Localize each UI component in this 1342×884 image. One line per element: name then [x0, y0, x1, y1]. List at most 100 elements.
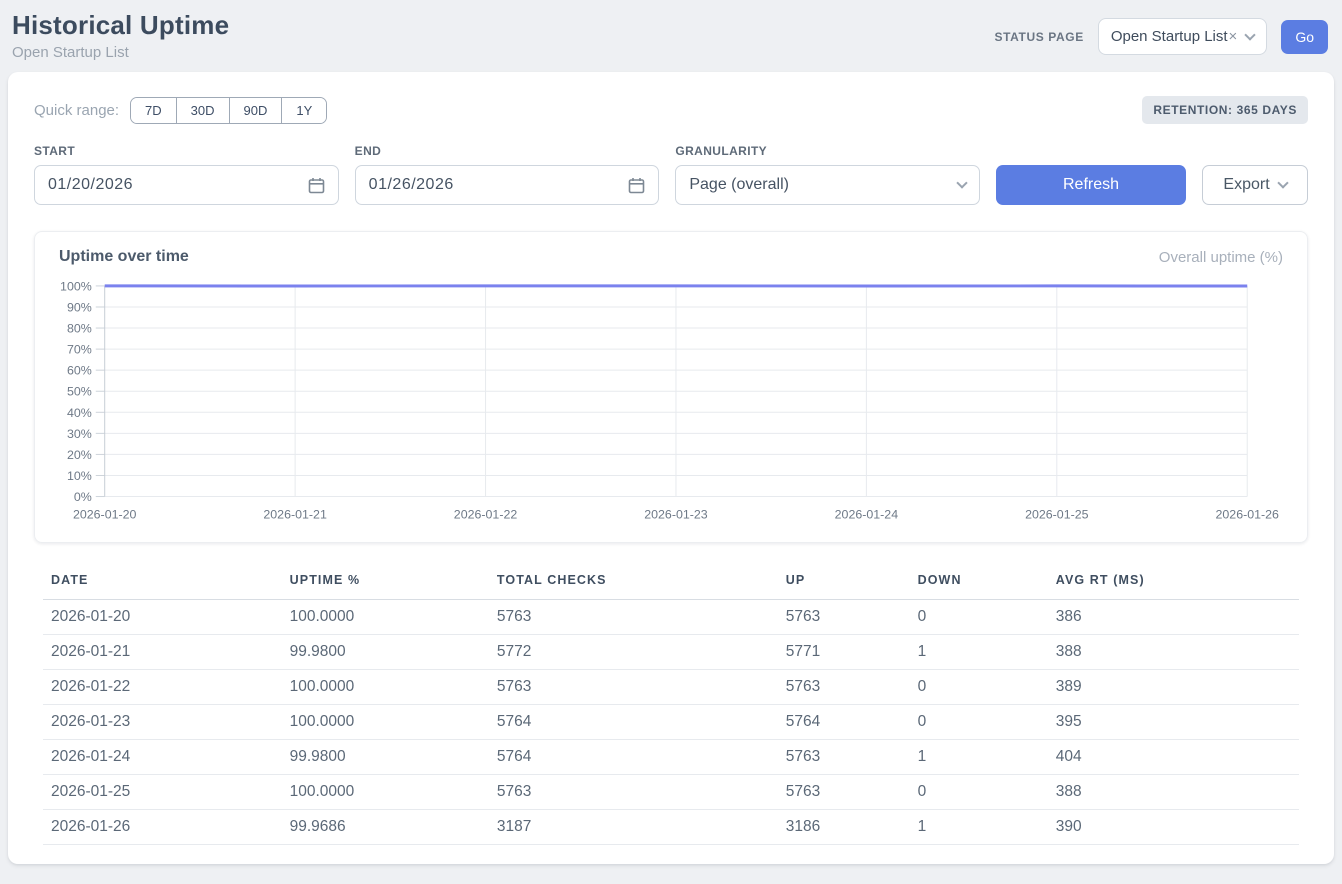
table-cell: 5772 [489, 635, 778, 670]
svg-text:100%: 100% [60, 279, 92, 293]
svg-text:0%: 0% [74, 490, 92, 504]
table-cell: 388 [1048, 775, 1299, 810]
table-row: 2026-01-23100.0000576457640395 [43, 705, 1299, 740]
start-date-value: 01/20/2026 [48, 176, 133, 194]
granularity-selected-value: Page (overall) [689, 176, 789, 194]
chart-title: Uptime over time [59, 248, 189, 266]
table-cell: 388 [1048, 635, 1299, 670]
column-header-down: DOWN [910, 567, 1048, 600]
table-cell: 2026-01-23 [43, 705, 282, 740]
table-row: 2026-01-2499.9800576457631404 [43, 740, 1299, 775]
start-label: START [34, 144, 339, 158]
table-cell: 2026-01-21 [43, 635, 282, 670]
table-header-row: DATEUPTIME %TOTAL CHECKSUPDOWNAVG RT (MS… [43, 567, 1299, 600]
table-row: 2026-01-22100.0000576357630389 [43, 670, 1299, 705]
export-button-label: Export [1223, 176, 1269, 194]
svg-text:2026-01-24: 2026-01-24 [835, 507, 899, 521]
column-header-uptime: UPTIME % [282, 567, 489, 600]
table-cell: 5763 [489, 600, 778, 635]
svg-text:2026-01-22: 2026-01-22 [454, 507, 518, 521]
table-cell: 395 [1048, 705, 1299, 740]
start-date-input[interactable]: 01/20/2026 [34, 165, 339, 205]
table-row: 2026-01-25100.0000576357630388 [43, 775, 1299, 810]
table-cell: 1 [910, 635, 1048, 670]
column-header-up: UP [778, 567, 910, 600]
quick-range-30d-button[interactable]: 30D [176, 98, 229, 123]
table-cell: 100.0000 [282, 705, 489, 740]
chevron-down-icon [1245, 29, 1256, 40]
svg-text:2026-01-23: 2026-01-23 [644, 507, 708, 521]
chart-legend: Overall uptime (%) [1159, 249, 1283, 266]
clear-selection-icon[interactable]: × [1229, 28, 1238, 45]
table-cell: 5771 [778, 635, 910, 670]
svg-text:2026-01-26: 2026-01-26 [1215, 507, 1279, 521]
svg-text:10%: 10% [67, 469, 92, 483]
end-date-input[interactable]: 01/26/2026 [355, 165, 660, 205]
svg-text:70%: 70% [67, 343, 92, 357]
column-header-total-checks: TOTAL CHECKS [489, 567, 778, 600]
quick-range-90d-button[interactable]: 90D [229, 98, 282, 123]
table-cell: 5763 [778, 600, 910, 635]
table-cell: 99.9800 [282, 740, 489, 775]
table-cell: 5764 [489, 705, 778, 740]
svg-text:90%: 90% [67, 300, 92, 314]
table-cell: 3186 [778, 810, 910, 845]
table-cell: 1 [910, 740, 1048, 775]
uptime-table-wrap: DATEUPTIME %TOTAL CHECKSUPDOWNAVG RT (MS… [34, 567, 1308, 845]
table-cell: 2026-01-25 [43, 775, 282, 810]
table-cell: 0 [910, 775, 1048, 810]
svg-text:20%: 20% [67, 448, 92, 462]
table-cell: 99.9800 [282, 635, 489, 670]
quick-range-label: Quick range: [34, 102, 119, 119]
status-page-select[interactable]: Open Startup List × [1098, 18, 1268, 55]
go-button[interactable]: Go [1281, 20, 1328, 54]
end-date-field: END 01/26/2026 [355, 144, 660, 205]
table-cell: 390 [1048, 810, 1299, 845]
chart-header: Uptime over time Overall uptime (%) [59, 248, 1283, 266]
table-cell: 2026-01-20 [43, 600, 282, 635]
table-cell: 2026-01-26 [43, 810, 282, 845]
table-cell: 5763 [489, 775, 778, 810]
table-row: 2026-01-2199.9800577257711388 [43, 635, 1299, 670]
page-header: Historical Uptime Open Startup List STAT… [0, 0, 1342, 72]
calendar-icon [628, 177, 645, 194]
granularity-select[interactable]: Page (overall) [675, 165, 980, 205]
quick-range: Quick range: 7D30D90D1Y [34, 97, 327, 124]
table-cell: 99.9686 [282, 810, 489, 845]
svg-text:50%: 50% [67, 385, 92, 399]
quick-range-row: Quick range: 7D30D90D1Y RETENTION: 365 D… [34, 96, 1308, 124]
table-cell: 3187 [489, 810, 778, 845]
granularity-label: GRANULARITY [675, 144, 980, 158]
end-label: END [355, 144, 660, 158]
status-page-selected-value: Open Startup List [1111, 28, 1228, 45]
table-cell: 5763 [778, 670, 910, 705]
column-header-avg-rt-ms: AVG RT (MS) [1048, 567, 1299, 600]
table-row: 2026-01-20100.0000576357630386 [43, 600, 1299, 635]
granularity-field: GRANULARITY Page (overall) [675, 144, 980, 205]
table-cell: 389 [1048, 670, 1299, 705]
export-button[interactable]: Export [1202, 165, 1308, 205]
svg-text:2026-01-25: 2026-01-25 [1025, 507, 1089, 521]
table-cell: 1 [910, 810, 1048, 845]
chart-card: Uptime over time Overall uptime (%) 100%… [34, 231, 1308, 543]
refresh-button[interactable]: Refresh [996, 165, 1186, 205]
table-cell: 5763 [489, 670, 778, 705]
quick-range-7d-button[interactable]: 7D [131, 98, 176, 123]
table-cell: 5763 [778, 740, 910, 775]
svg-text:2026-01-21: 2026-01-21 [263, 507, 327, 521]
quick-range-1y-button[interactable]: 1Y [281, 98, 326, 123]
quick-range-group: 7D30D90D1Y [130, 97, 327, 124]
table-cell: 2026-01-22 [43, 670, 282, 705]
chevron-down-icon [956, 177, 967, 188]
column-header-date: DATE [43, 567, 282, 600]
start-date-field: START 01/20/2026 [34, 144, 339, 205]
table-cell: 5764 [778, 705, 910, 740]
svg-text:80%: 80% [67, 322, 92, 336]
table-cell: 5764 [489, 740, 778, 775]
status-page-label: STATUS PAGE [995, 30, 1084, 44]
table-cell: 0 [910, 670, 1048, 705]
table-cell: 2026-01-24 [43, 740, 282, 775]
table-cell: 100.0000 [282, 600, 489, 635]
main-panel: Quick range: 7D30D90D1Y RETENTION: 365 D… [8, 72, 1334, 864]
table-cell: 0 [910, 600, 1048, 635]
